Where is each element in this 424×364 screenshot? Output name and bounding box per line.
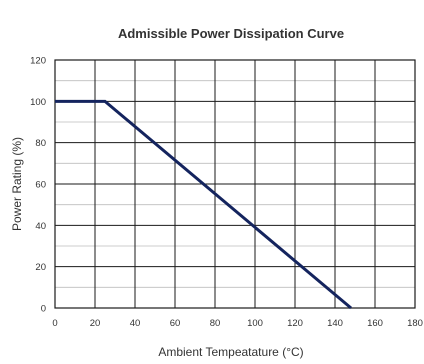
series-line <box>55 99 352 310</box>
x-tick-label: 100 <box>247 318 263 329</box>
y-tick-label: 80 <box>35 138 46 149</box>
y-tick-label: 60 <box>35 180 46 191</box>
x-tick-label: 0 <box>52 318 57 329</box>
y-tick-label: 40 <box>35 221 46 232</box>
x-tick-labels: 0 20 40 60 80 100 120 140 160 180 <box>52 318 423 329</box>
x-tick-label: 40 <box>130 318 141 329</box>
x-tick-label: 60 <box>170 318 181 329</box>
y-tick-labels: 0 20 40 60 80 100 120 <box>30 56 46 315</box>
x-axis-label: Ambient Tempeatature (°C) <box>158 345 303 359</box>
x-tick-label: 160 <box>367 318 383 329</box>
x-tick-label: 80 <box>210 318 221 329</box>
y-axis-label: Power Rating (%) <box>10 137 24 231</box>
y-tick-label: 120 <box>30 56 46 67</box>
series-group <box>55 99 352 310</box>
x-tick-label: 180 <box>407 318 423 329</box>
x-tick-label: 20 <box>90 318 101 329</box>
plot-frame <box>54 59 416 309</box>
grid <box>54 59 416 309</box>
y-tick-label: 100 <box>30 97 46 108</box>
x-tick-label: 120 <box>287 318 303 329</box>
chart-title: Admissible Power Dissipation Curve <box>118 26 344 41</box>
y-tick-label: 0 <box>41 304 46 315</box>
x-tick-label: 140 <box>327 318 343 329</box>
y-tick-label: 20 <box>35 262 46 273</box>
